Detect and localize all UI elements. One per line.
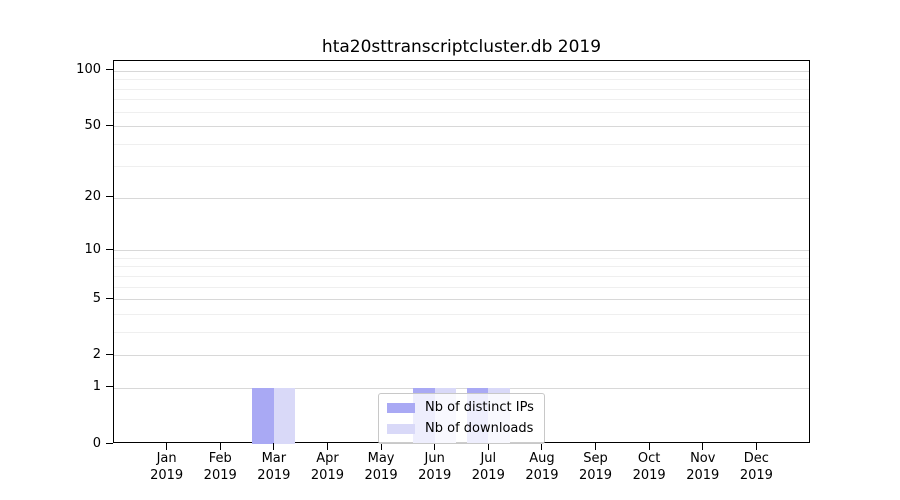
x-tick-label: Nov 2019 bbox=[686, 451, 720, 483]
chart-title: hta20sttranscriptcluster.db 2019 bbox=[321, 37, 602, 57]
gridline-major bbox=[114, 299, 809, 301]
y-tick-mark bbox=[106, 124, 113, 126]
y-tick-mark bbox=[106, 353, 113, 355]
gridline-minor bbox=[114, 143, 809, 145]
gridline-minor bbox=[114, 111, 809, 113]
x-tick-label: Sep 2019 bbox=[578, 451, 613, 483]
gridline-major bbox=[114, 387, 809, 389]
x-tick-label: Apr 2019 bbox=[310, 451, 344, 483]
bar-downloads-mar bbox=[273, 387, 296, 444]
y-tick-label: 5 bbox=[92, 290, 101, 306]
y-tick-mark bbox=[106, 442, 113, 444]
y-tick-label: 1 bbox=[92, 379, 101, 395]
gridline-minor bbox=[114, 99, 809, 101]
x-tick-label: Jun 2019 bbox=[418, 451, 452, 483]
gridline-minor bbox=[114, 88, 809, 90]
bar-distinct-ips-mar bbox=[252, 387, 274, 444]
x-tick-label: Dec 2019 bbox=[739, 451, 773, 483]
y-tick-label: 2 bbox=[92, 346, 101, 362]
y-tick-mark bbox=[106, 196, 113, 198]
gridline-minor bbox=[114, 257, 809, 259]
gridline-minor bbox=[114, 166, 809, 168]
x-tick-mark bbox=[166, 443, 168, 450]
legend: Nb of distinct IPs Nb of downloads bbox=[378, 393, 545, 444]
x-tick-mark bbox=[648, 443, 650, 450]
x-tick-mark bbox=[702, 443, 704, 450]
x-tick-mark bbox=[326, 443, 328, 450]
x-tick-mark bbox=[219, 443, 221, 450]
legend-label-downloads: Nb of downloads bbox=[425, 421, 534, 436]
x-tick-label: May 2019 bbox=[364, 451, 398, 483]
x-tick-mark bbox=[487, 443, 489, 450]
x-tick-label: Jan 2019 bbox=[150, 451, 184, 483]
x-tick-mark bbox=[380, 443, 382, 450]
gridline-minor bbox=[114, 275, 809, 277]
x-tick-label: Aug 2019 bbox=[525, 451, 559, 483]
y-tick-mark bbox=[106, 297, 113, 299]
y-tick-mark bbox=[106, 386, 113, 388]
x-tick-label: Jul 2019 bbox=[471, 451, 505, 483]
x-tick-mark bbox=[595, 443, 597, 450]
y-tick-label: 0 bbox=[92, 435, 101, 451]
legend-item-downloads: Nb of downloads bbox=[387, 421, 534, 436]
x-tick-mark bbox=[755, 443, 757, 450]
y-tick-mark bbox=[106, 248, 113, 250]
x-tick-mark bbox=[434, 443, 436, 450]
x-tick-label: Oct 2019 bbox=[632, 451, 666, 483]
y-tick-label: 10 bbox=[84, 241, 101, 257]
gridline-minor bbox=[114, 266, 809, 268]
gridline-major bbox=[114, 197, 809, 199]
y-tick-mark bbox=[106, 69, 113, 71]
y-tick-label: 100 bbox=[76, 62, 101, 78]
y-tick-label: 20 bbox=[84, 189, 101, 205]
gridline-major bbox=[114, 355, 809, 357]
gridline-minor bbox=[114, 313, 809, 315]
gridline-major bbox=[114, 126, 809, 128]
legend-item-distinct-ips: Nb of distinct IPs bbox=[387, 400, 534, 415]
y-tick-label: 50 bbox=[84, 117, 101, 133]
x-tick-mark bbox=[273, 443, 275, 450]
legend-label-distinct-ips: Nb of distinct IPs bbox=[425, 400, 534, 415]
legend-swatch-distinct-ips-icon bbox=[387, 402, 415, 413]
x-tick-mark bbox=[541, 443, 543, 450]
plot-area bbox=[113, 60, 810, 444]
gridline-major bbox=[114, 70, 809, 72]
x-tick-label: Mar 2019 bbox=[257, 451, 291, 483]
gridline-minor bbox=[114, 286, 809, 288]
x-tick-label: Feb 2019 bbox=[203, 451, 237, 483]
gridline-major bbox=[114, 250, 809, 252]
legend-swatch-downloads-icon bbox=[387, 423, 415, 434]
gridline-minor bbox=[114, 79, 809, 81]
gridline-minor bbox=[114, 331, 809, 333]
